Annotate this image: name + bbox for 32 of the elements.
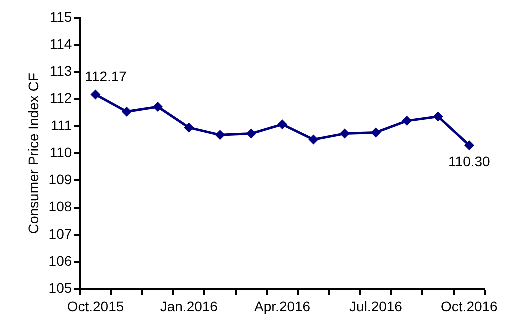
x-tick-label: Jul.2016 xyxy=(350,298,403,314)
point xyxy=(308,134,319,145)
data-label: 112.17 xyxy=(85,68,128,85)
y-tick-label: 112 xyxy=(50,90,72,106)
y-tick-label: 113 xyxy=(50,63,72,80)
point xyxy=(122,106,132,117)
y-tick-label: 105 xyxy=(48,280,72,296)
y-tick-label: 111 xyxy=(50,117,72,134)
point xyxy=(184,122,194,133)
x-tick-label: Oct.2016 xyxy=(441,298,498,314)
x-tick-label: Jan.2016 xyxy=(160,298,218,314)
point xyxy=(246,128,256,139)
y-tick-label: 106 xyxy=(48,252,72,269)
y-axis-title: Consumer Price Index CF xyxy=(25,73,42,234)
data-label: 110.30 xyxy=(448,153,491,170)
point xyxy=(371,128,382,138)
point xyxy=(278,120,288,130)
y-tick-label: 115 xyxy=(50,8,72,25)
y-tick-label: 109 xyxy=(48,172,72,188)
y-tick-label: 107 xyxy=(48,226,72,242)
y-tick-label: 114 xyxy=(50,36,72,52)
point xyxy=(90,90,101,100)
point xyxy=(464,140,474,150)
point xyxy=(402,116,412,126)
x-tick-label: Oct.2015 xyxy=(67,298,124,314)
point xyxy=(153,102,164,112)
point xyxy=(340,128,350,139)
point xyxy=(433,112,444,122)
y-tick-label: 110 xyxy=(50,144,72,160)
x-tick-label: Apr.2016 xyxy=(254,298,311,314)
point xyxy=(215,130,226,140)
y-tick-label: 108 xyxy=(48,198,72,215)
